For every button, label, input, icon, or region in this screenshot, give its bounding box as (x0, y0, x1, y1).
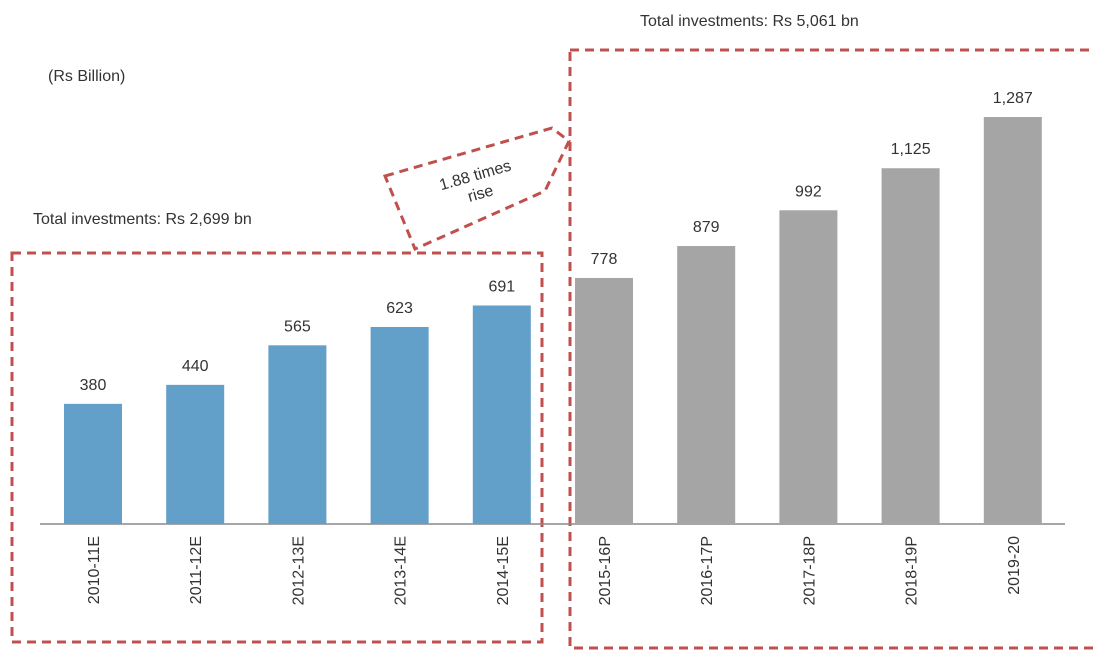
x-tick-label: 2014-15E (495, 536, 512, 605)
bar (268, 345, 327, 524)
bar (881, 168, 940, 524)
annotation: Total investments: Rs 5,061 bn (640, 13, 859, 30)
value-label: 623 (386, 300, 413, 317)
x-tick-label: 2011-12E (188, 536, 205, 604)
value-label: 691 (488, 278, 515, 295)
x-tick-label: 2010-11E (86, 536, 103, 604)
x-tick-label: 2012-13E (290, 536, 307, 605)
x-tick-label: 2016-17P (699, 536, 716, 605)
bar (575, 277, 633, 524)
bar (472, 305, 531, 524)
bar (677, 246, 736, 524)
unit-label: (Rs Billion) (48, 68, 125, 85)
x-tick-label: 2017-18P (801, 536, 818, 605)
group-box (568, 48, 1094, 650)
value-label: 879 (693, 219, 720, 236)
bar (64, 403, 122, 524)
value-label: 778 (591, 251, 618, 268)
value-label: 440 (182, 358, 209, 375)
x-tick-label: 2013-14E (393, 536, 410, 605)
value-label: 992 (795, 183, 822, 200)
x-tick-label: 2019-20 (1006, 536, 1023, 595)
group-box (10, 251, 544, 644)
bar (779, 210, 838, 525)
value-label: 1,125 (891, 141, 931, 158)
value-label: 380 (80, 377, 107, 394)
rise-line: rise (466, 182, 496, 205)
bar (983, 117, 1042, 524)
x-tick-label: 2018-19P (904, 536, 921, 605)
value-label: 565 (284, 318, 311, 335)
x-tick-label: 2015-16P (597, 536, 614, 605)
rise-arrow (382, 126, 571, 251)
bar (370, 326, 429, 524)
value-label: 1,287 (993, 90, 1033, 107)
annotation: Total investments: Rs 2,699 bn (33, 211, 252, 228)
bar (166, 384, 225, 524)
